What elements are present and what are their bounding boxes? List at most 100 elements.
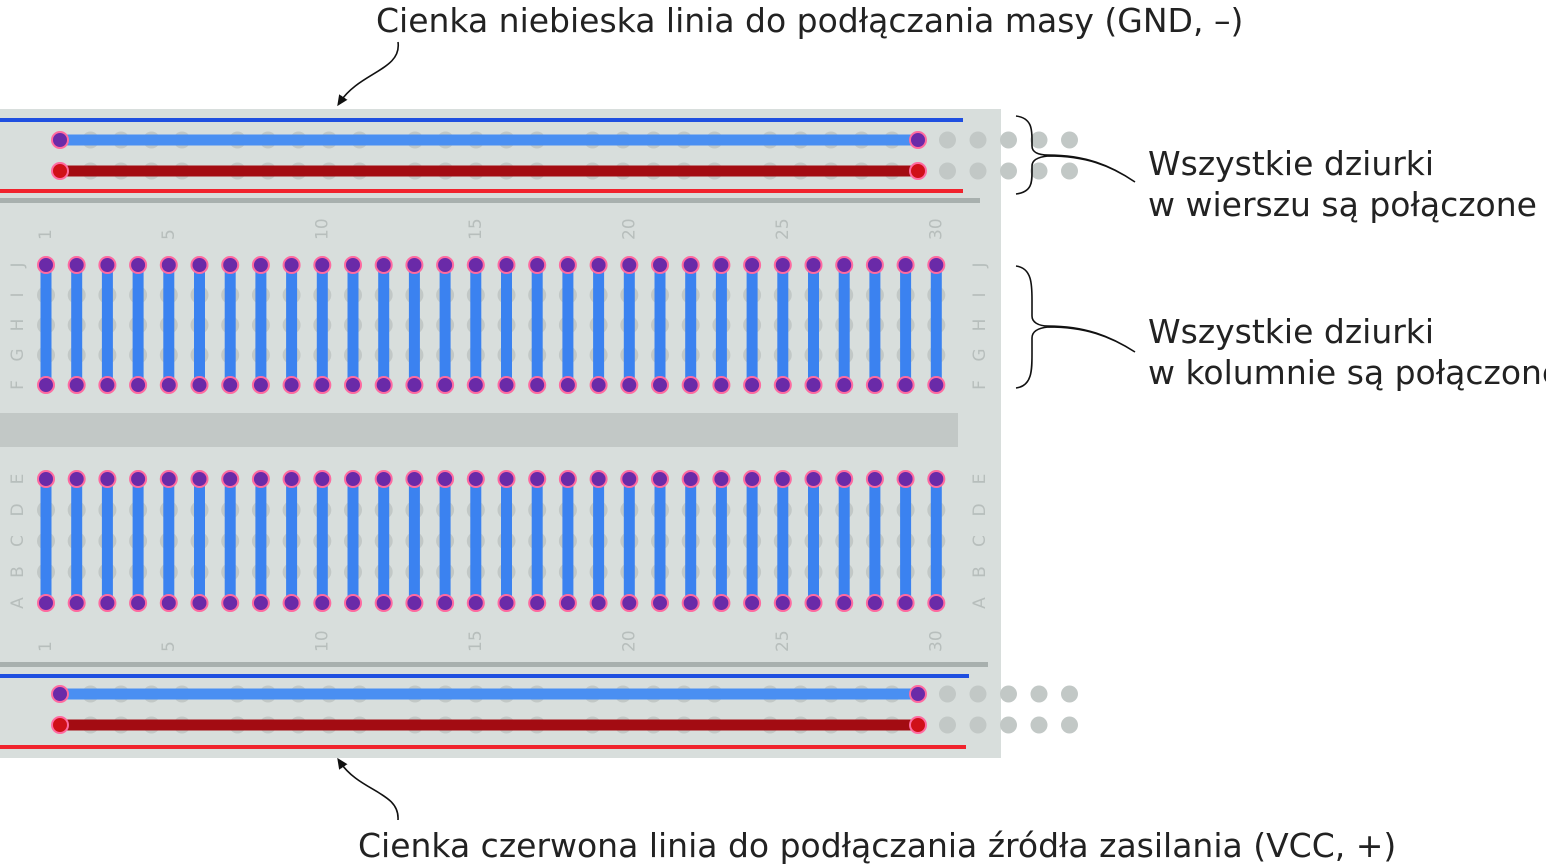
strip-endpoint [67, 470, 86, 488]
center-channel [0, 413, 958, 447]
strip-endpoint [651, 594, 669, 612]
strip-endpoint [251, 256, 270, 274]
strip-endpoint [313, 256, 332, 274]
upper-row-letter: I [970, 292, 990, 297]
strip-endpoint [773, 376, 792, 394]
strip-endpoint [190, 470, 209, 488]
rail-hole [939, 716, 956, 734]
strip-endpoint [528, 594, 547, 612]
strip-endpoint [67, 256, 86, 274]
strip-endpoint [835, 376, 854, 394]
lower-row-letter: E [8, 474, 28, 485]
strip-endpoint [51, 131, 69, 149]
rail-hole [939, 685, 956, 703]
top-column-number-label: 1 [36, 229, 56, 240]
strip-endpoint [374, 470, 393, 488]
strip-endpoint [405, 594, 424, 612]
strip-endpoint [927, 376, 946, 394]
strip-endpoint [374, 256, 393, 274]
rail-hole [939, 131, 956, 149]
strip-endpoint [436, 256, 455, 274]
strip-endpoint [497, 376, 516, 394]
strip-endpoint [436, 470, 455, 488]
strip-endpoint [681, 594, 700, 612]
top-column-number-label: 20 [619, 218, 639, 240]
strip-endpoint [436, 376, 455, 394]
strip-endpoint [98, 376, 117, 394]
upper-row-letter: I [8, 292, 28, 297]
strip-endpoint [251, 376, 270, 394]
strip-endpoint [896, 470, 915, 488]
lower-row-letter: E [970, 474, 990, 485]
strip-endpoint [651, 256, 669, 274]
strip-endpoint [896, 594, 915, 612]
bottom-column-number-label: 10 [312, 630, 332, 652]
strip-endpoint [221, 256, 240, 274]
strip-endpoint [405, 470, 424, 488]
strip-endpoint [190, 376, 209, 394]
lower-row-letter: B [970, 566, 990, 578]
strip-endpoint [190, 256, 209, 274]
board-labels-layer: 1 5 10 15 20 25 301 5 10 15 20 25 30J JI IH HG GF FE ED DC C… [8, 218, 990, 652]
upper-row-letter: H [8, 319, 28, 332]
strip-endpoint [51, 716, 69, 734]
strip-endpoint [374, 594, 393, 612]
strip-endpoint [98, 594, 117, 612]
upper-row-letter: J [8, 262, 28, 268]
strip-endpoint [282, 470, 301, 488]
strip-endpoint [927, 256, 946, 274]
strip-endpoint [927, 470, 946, 488]
strip-endpoint [37, 256, 55, 274]
strip-endpoint [466, 256, 485, 274]
vcc-line-caption: Cienka czerwona linia do podłączania źró… [358, 826, 1397, 865]
lower-row-letter: D [8, 503, 28, 516]
strip-endpoint [865, 594, 884, 612]
top-column-number-label: 10 [312, 218, 332, 240]
strip-endpoint [773, 594, 792, 612]
bottom-column-number-label: 15 [466, 630, 486, 652]
row-connected-caption: Wszystkie dziurki w wierszu są połączone [1148, 143, 1537, 225]
rail-hole [1000, 162, 1017, 180]
rail-hole [969, 131, 987, 149]
rail-hole [939, 162, 956, 180]
lower-row-letter: A [8, 597, 28, 609]
strip-endpoint [313, 376, 332, 394]
bottom-column-number-label: 30 [926, 630, 946, 652]
strip-endpoint [743, 256, 762, 274]
bottom-rail-separator [0, 662, 988, 667]
strip-endpoint [221, 470, 240, 488]
strip-endpoint [51, 162, 69, 180]
strip-endpoint [374, 376, 393, 394]
rail-hole [1030, 162, 1048, 180]
strip-endpoint [159, 470, 178, 488]
strip-endpoint [651, 376, 669, 394]
upper-row-letter: G [8, 348, 28, 361]
gnd-arrow [337, 41, 399, 107]
column-caption-line-1: Wszystkie dziurki [1148, 312, 1435, 351]
strip-endpoint [159, 256, 178, 274]
top-column-number-label: 5 [159, 229, 179, 240]
strip-endpoint [909, 716, 927, 734]
strip-endpoint [313, 594, 332, 612]
lower-row-letter: D [970, 503, 990, 516]
rail-hole [969, 162, 987, 180]
top-column-number-label: 25 [773, 218, 793, 240]
upper-row-letter: J [970, 262, 990, 268]
bottom-column-number-label: 1 [36, 641, 56, 652]
upper-row-letter: H [970, 319, 990, 332]
strip-endpoint [37, 470, 55, 488]
strip-endpoint [159, 594, 178, 612]
bottom-column-number-label: 25 [773, 630, 793, 652]
vcc-arrow [337, 757, 399, 821]
strip-endpoint [405, 256, 424, 274]
top-column-number-label: 15 [466, 218, 486, 240]
strip-endpoint [743, 470, 762, 488]
strip-endpoint [896, 376, 915, 394]
row-caption-line-2: w wierszu są połączone [1148, 185, 1537, 224]
strip-endpoint [129, 376, 148, 394]
strip-endpoint [528, 256, 547, 274]
strip-endpoint [835, 470, 854, 488]
strip-endpoint [681, 256, 700, 274]
strip-endpoint [909, 162, 927, 180]
strip-endpoint [221, 594, 240, 612]
